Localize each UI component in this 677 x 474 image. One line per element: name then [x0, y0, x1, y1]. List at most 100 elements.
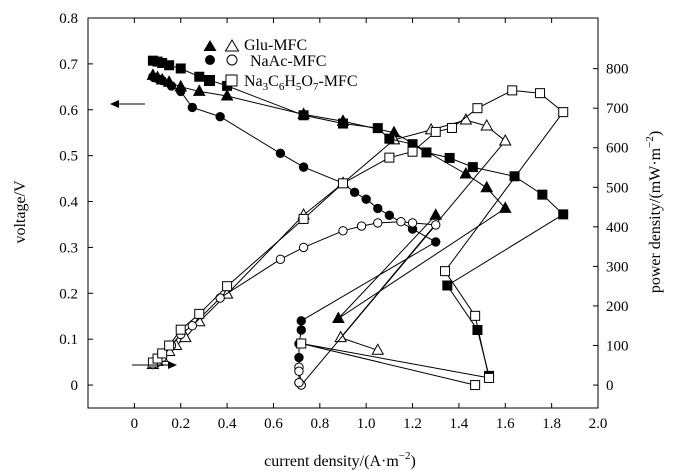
legend-glu-filled-triangle-icon — [203, 40, 217, 51]
data-point — [372, 123, 383, 134]
data-point — [484, 372, 495, 383]
data-point — [275, 148, 286, 159]
data-point — [296, 325, 306, 335]
data-point — [470, 310, 481, 321]
series-line — [152, 89, 564, 386]
data-point — [356, 221, 367, 231]
data-point — [294, 352, 304, 363]
legend-citrate-label: Na3C6H5O7-MFC — [244, 73, 358, 93]
data-point — [396, 217, 406, 227]
y-left-tick-label: 0.7 — [59, 57, 78, 73]
x-tick-label: 1.8 — [542, 416, 561, 432]
x-tick-label: 2.0 — [589, 416, 608, 432]
y-left-tick-label: 0.6 — [59, 103, 78, 119]
data-point — [298, 162, 309, 172]
x-tick-label: 1.2 — [403, 416, 422, 432]
x-tick-label: 1.4 — [450, 416, 469, 432]
y-left-tick-label: 0.4 — [59, 195, 78, 211]
data-point — [349, 187, 360, 198]
y-right-tick-label: 600 — [606, 141, 629, 157]
data-point — [338, 178, 348, 189]
data-point — [429, 208, 443, 220]
data-point — [384, 152, 395, 163]
data-point — [509, 171, 520, 182]
series-4 — [147, 55, 569, 381]
data-point — [194, 71, 205, 82]
series-line — [152, 76, 437, 383]
data-point — [431, 220, 441, 230]
y-right-tick-label: 200 — [606, 299, 629, 315]
data-point — [361, 194, 371, 204]
x-tick-label: 0 — [131, 416, 139, 432]
series-2 — [148, 72, 441, 388]
data-point — [480, 180, 494, 193]
legend-citrate-filled-square-icon — [204, 75, 215, 86]
x-tick-label: 0.8 — [310, 416, 329, 432]
y-right-tick-label: 100 — [606, 339, 629, 355]
data-point — [175, 63, 186, 74]
data-point — [164, 340, 175, 351]
data-point — [467, 162, 478, 173]
data-point — [192, 84, 206, 96]
data-point — [507, 85, 518, 96]
data-point — [215, 111, 225, 122]
data-point — [421, 147, 432, 158]
right-axis-arrowhead-icon — [168, 361, 177, 369]
ticks: 0 0.2 0.4 0.6 0.8 1.0 1.2 1.4 1.6 1.8 2.0 0 0.1 0.2 0.… — [59, 11, 628, 432]
x-tick-label: 0.6 — [264, 416, 283, 432]
data-point — [498, 201, 512, 213]
x-tick-label: 1.0 — [357, 416, 376, 432]
x-tick-label: 0.2 — [171, 416, 190, 432]
data-point — [470, 380, 481, 391]
series-5 — [147, 85, 569, 391]
data-point — [459, 166, 473, 179]
legend-citrate-open-square-icon — [225, 74, 238, 87]
y-left-tick-label: 0.5 — [59, 149, 78, 165]
data-point — [472, 103, 483, 114]
y-axis-left-title: voltage/V — [12, 180, 29, 244]
data-point — [459, 113, 473, 125]
data-point — [176, 86, 186, 97]
series-line — [152, 60, 565, 377]
x-tick-label: 1.6 — [496, 416, 515, 432]
data-point — [164, 60, 175, 71]
data-point — [194, 308, 205, 319]
data-point — [192, 314, 206, 327]
data-point — [296, 316, 306, 326]
legend-naac-label: NaAc-MFC — [250, 53, 326, 70]
data-point — [431, 237, 441, 247]
y-right-tick-label: 500 — [606, 180, 629, 196]
y-left-tick-label: 0.3 — [59, 240, 78, 256]
data-point — [298, 110, 309, 121]
data-point — [373, 218, 383, 228]
data-point — [220, 88, 234, 101]
data-point — [187, 321, 198, 331]
data-point — [446, 122, 457, 133]
data-point — [334, 330, 348, 343]
data-point — [498, 133, 512, 146]
data-point — [298, 242, 309, 253]
left-axis-arrowhead-icon — [110, 100, 119, 108]
data-point — [371, 343, 385, 355]
data-point — [373, 203, 383, 214]
y-right-tick-label: 0 — [606, 378, 614, 394]
data-point — [175, 324, 186, 335]
series-3 — [148, 217, 441, 390]
axis-indicator-arrows — [110, 100, 177, 369]
y-axis-right-title: power density/(mW·m−2) — [644, 131, 664, 293]
data-point — [338, 226, 348, 236]
data-point — [558, 209, 569, 220]
y-left-tick-label: 0.1 — [59, 332, 78, 348]
data-point — [215, 293, 225, 303]
plot-frame — [87, 17, 599, 409]
legend: Glu-MFC NaAc-MFC Na3C6H5O7-MFC — [203, 37, 358, 93]
data-point — [298, 213, 309, 224]
data-point — [480, 118, 494, 131]
data-point — [444, 152, 455, 163]
data-point — [440, 266, 450, 277]
y-left-tick-label: 0.2 — [59, 286, 78, 302]
series-layer — [146, 55, 569, 391]
data-point — [166, 81, 177, 91]
data-point — [157, 75, 167, 86]
